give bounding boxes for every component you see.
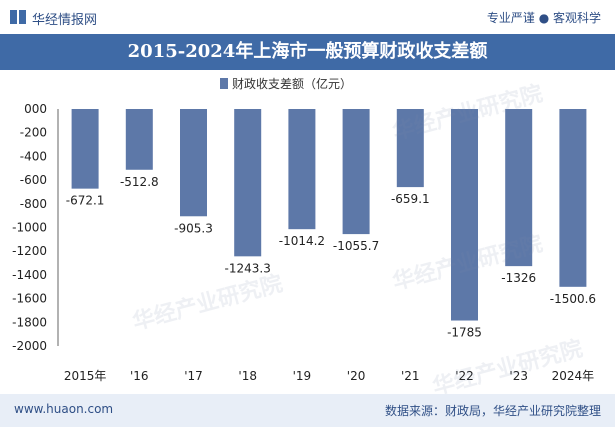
- y-tick-label: -200: [20, 126, 47, 140]
- footer: www.huaon.com 数据来源：财政局，华经产业研究院整理: [0, 394, 615, 427]
- value-label: -1326: [501, 271, 536, 285]
- x-tick-label: '23: [509, 369, 528, 383]
- bar: [288, 109, 316, 230]
- footer-source: 数据来源：财政局，华经产业研究院整理: [384, 404, 601, 418]
- y-tick-label: -1400: [12, 268, 47, 282]
- value-label: -659.1: [391, 192, 430, 206]
- bar: [71, 109, 99, 189]
- x-tick-label: '20: [347, 369, 366, 383]
- bar: [451, 109, 478, 321]
- y-tick-label: 000: [24, 102, 47, 116]
- chart-title: 2015-2024年上海市一般预算财政收支差额: [127, 41, 488, 62]
- y-tick-label: -1000: [12, 221, 47, 235]
- value-label: -1055.7: [333, 239, 379, 253]
- x-tick-label: '19: [293, 369, 312, 383]
- bar: [342, 109, 370, 235]
- y-tick-label: -2000: [12, 339, 47, 353]
- y-tick-label: -1800: [12, 315, 47, 329]
- value-label: -1014.2: [279, 234, 325, 248]
- y-tick-label: -800: [20, 197, 47, 211]
- x-tick-label: '17: [184, 369, 203, 383]
- bar: [125, 109, 153, 170]
- x-tick-label: 2015年: [64, 369, 107, 383]
- title-bar: 2015-2024年上海市一般预算财政收支差额: [0, 34, 615, 70]
- x-tick-label: 2024年: [552, 369, 595, 383]
- logo-text: 华经情报网: [32, 13, 98, 28]
- tagline: 专业严谨 ● 客观科学: [486, 11, 601, 25]
- top-bar: 华经情报网 专业严谨 ● 客观科学: [0, 0, 615, 34]
- value-label: -512.8: [120, 175, 159, 189]
- value-label: -1243.3: [225, 261, 271, 275]
- x-tick-label: '16: [130, 369, 149, 383]
- bar-chart: 财政收支差额（亿元） 000 -200 -400 -600 -800 -1000 -1200 -…: [12, 76, 596, 383]
- footer-website: www.huaon.com: [14, 402, 114, 416]
- value-label: -1500.6: [550, 292, 596, 306]
- bar: [180, 109, 207, 217]
- x-tick-label: '22: [455, 369, 474, 383]
- legend-label: 财政收支差额（亿元）: [232, 76, 352, 91]
- value-label: -1785: [447, 326, 482, 340]
- bar: [234, 109, 262, 257]
- y-tick-label: -600: [20, 173, 47, 187]
- bar: [505, 109, 533, 267]
- y-tick-label: -1200: [12, 244, 47, 258]
- bar: [559, 109, 587, 287]
- chart-area: 华经产业研究院 华经产业研究院 华经产业研究院 华经产业研究院 财政收支差额（亿…: [0, 70, 615, 400]
- y-tick-label: -1600: [12, 292, 47, 306]
- legend-swatch: [220, 78, 228, 89]
- value-label: -672.1: [66, 194, 105, 208]
- bar: [396, 109, 424, 188]
- y-tick-label: -400: [20, 149, 47, 163]
- x-tick-label: '21: [401, 369, 420, 383]
- logo-icon: [10, 10, 26, 24]
- value-label: -905.3: [174, 221, 213, 235]
- x-tick-label: '18: [238, 369, 257, 383]
